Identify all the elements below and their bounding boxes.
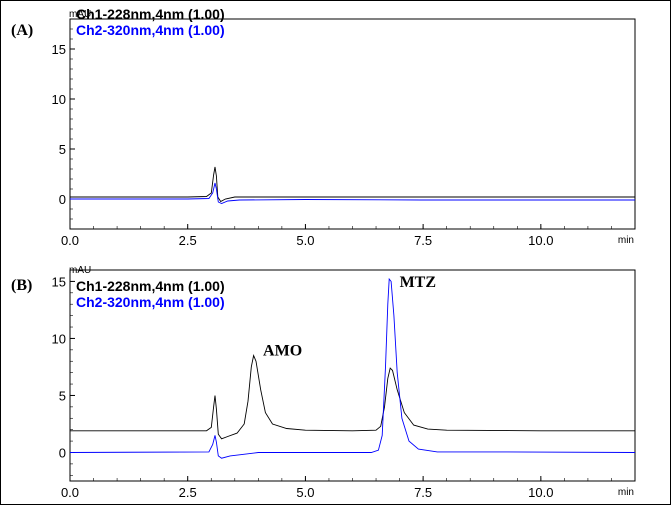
panel-label: (A) bbox=[11, 22, 33, 39]
x-tick-label: 5.0 bbox=[296, 485, 314, 500]
x-axis-label: min bbox=[618, 235, 634, 246]
series-line-1 bbox=[70, 182, 635, 204]
plot-frame bbox=[69, 18, 636, 230]
x-tick-label: 7.5 bbox=[414, 233, 432, 248]
x-axis-label: min bbox=[618, 487, 634, 498]
legend-entry-1: Ch2-320nm,4nm (1.00) bbox=[76, 294, 225, 310]
y-tick-label: 0 bbox=[59, 192, 66, 207]
x-tick-label: 2.5 bbox=[179, 233, 197, 248]
x-tick-label: 10.0 bbox=[528, 485, 553, 500]
y-axis-label: mAU bbox=[69, 265, 91, 276]
legend-entry-0: Ch1-228nm,4nm (1.00) bbox=[76, 278, 225, 294]
y-tick-label: 5 bbox=[59, 142, 66, 157]
chart-panel-1: (B) mAU 0 5 10 15 0.0 2.5 5.0 7.5 10.0 min Ch1-228nm… bbox=[11, 265, 636, 500]
y-tick-label: 15 bbox=[52, 274, 66, 289]
series-line-0 bbox=[70, 353, 635, 440]
panel-label: (B) bbox=[11, 277, 32, 294]
y-tick-label: 0 bbox=[59, 445, 66, 460]
x-tick-label: 7.5 bbox=[414, 485, 432, 500]
x-tick-label: 0.0 bbox=[61, 485, 79, 500]
x-tick-label: 5.0 bbox=[296, 233, 314, 248]
peak-annotation: AMO bbox=[263, 343, 302, 360]
y-tick-label: 5 bbox=[59, 388, 66, 403]
x-tick-label: 2.5 bbox=[179, 485, 197, 500]
legend-entry-0: Ch1-228nm,4nm (1.00) bbox=[76, 6, 225, 22]
peak-annotation: MTZ bbox=[400, 274, 436, 291]
x-tick-label: 10.0 bbox=[528, 233, 553, 248]
y-axis-label: mAU bbox=[69, 9, 91, 20]
legend-entry-1: Ch2-320nm,4nm (1.00) bbox=[76, 22, 225, 38]
series-line-1 bbox=[70, 277, 635, 459]
y-tick-label: 10 bbox=[52, 92, 66, 107]
y-tick-label: 15 bbox=[52, 42, 66, 57]
y-tick-label: 10 bbox=[52, 331, 66, 346]
chart-panel-0: (A) mAU 0 5 10 15 0.0 2.5 5.0 7.5 10.0 min Ch1-228nm… bbox=[11, 6, 636, 248]
x-tick-label: 0.0 bbox=[61, 233, 79, 248]
series-line-0 bbox=[70, 166, 635, 203]
